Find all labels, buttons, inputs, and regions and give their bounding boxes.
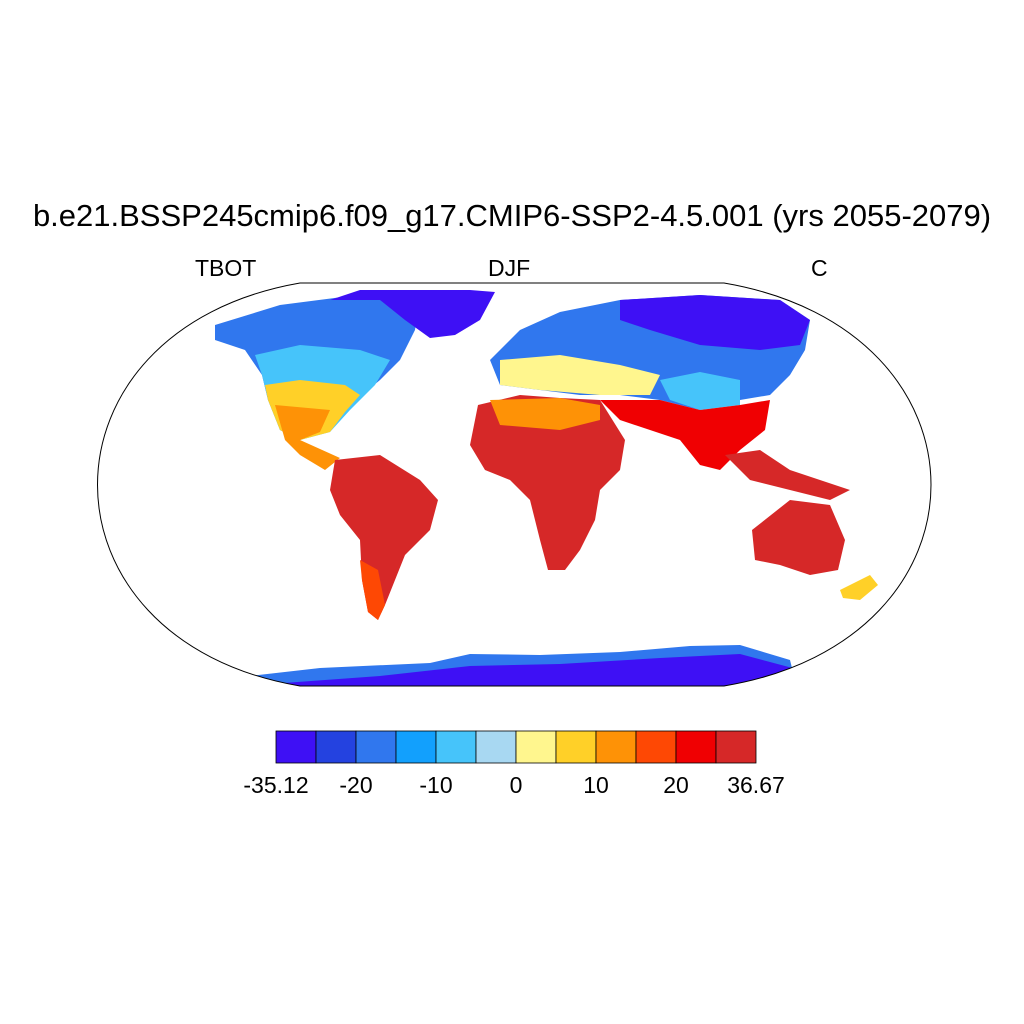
colorbar-swatch: [475, 730, 517, 764]
colorbar-tick-label: -35.12: [243, 772, 308, 798]
colorbar-tick-label: -20: [339, 772, 372, 798]
colorbar: -35.12 -20 -10 0 10 20 36.67: [243, 730, 785, 798]
new-zealand: [840, 575, 878, 600]
north-africa: [490, 398, 600, 430]
south-america-tip: [360, 560, 385, 620]
colorbar-tick-label: 36.67: [727, 772, 785, 798]
eurasia-north: [620, 295, 810, 350]
colorbar-tick-label: 10: [583, 772, 609, 798]
australia: [752, 500, 845, 575]
south-america: [330, 455, 438, 620]
colorbar-swatch: [275, 730, 317, 764]
colorbar-swatch: [355, 730, 397, 764]
season-label: DJF: [488, 255, 531, 281]
colorbar-swatch: [555, 730, 597, 764]
map-title: b.e21.BSSP245cmip6.f09_g17.CMIP6-SSP2-4.…: [32, 198, 992, 233]
greenland: [330, 290, 495, 338]
central-america: [275, 405, 340, 470]
colorbar-swatch: [595, 730, 637, 764]
variable-label: TBOT: [195, 255, 257, 281]
colorbar-swatch: [675, 730, 717, 764]
units-label: C: [811, 255, 828, 281]
europe: [500, 355, 660, 395]
colorbar-tick-label: 20: [663, 772, 689, 798]
colorbar-swatch: [635, 730, 677, 764]
indonesia: [725, 450, 850, 500]
land-field: [215, 290, 878, 686]
colorbar-swatch: [315, 730, 357, 764]
asia-south: [600, 400, 770, 470]
antarctica-core: [250, 654, 800, 686]
map-outline: [97, 282, 932, 687]
colorbar-tick-label: -10: [419, 772, 452, 798]
colorbar-swatch: [435, 730, 477, 764]
colorbar-swatch: [515, 730, 557, 764]
africa: [470, 395, 625, 570]
tibet: [660, 372, 740, 410]
colorbar-swatch: [715, 730, 757, 764]
colorbar-tick-label: 0: [510, 772, 523, 798]
colorbar-swatch: [395, 730, 437, 764]
